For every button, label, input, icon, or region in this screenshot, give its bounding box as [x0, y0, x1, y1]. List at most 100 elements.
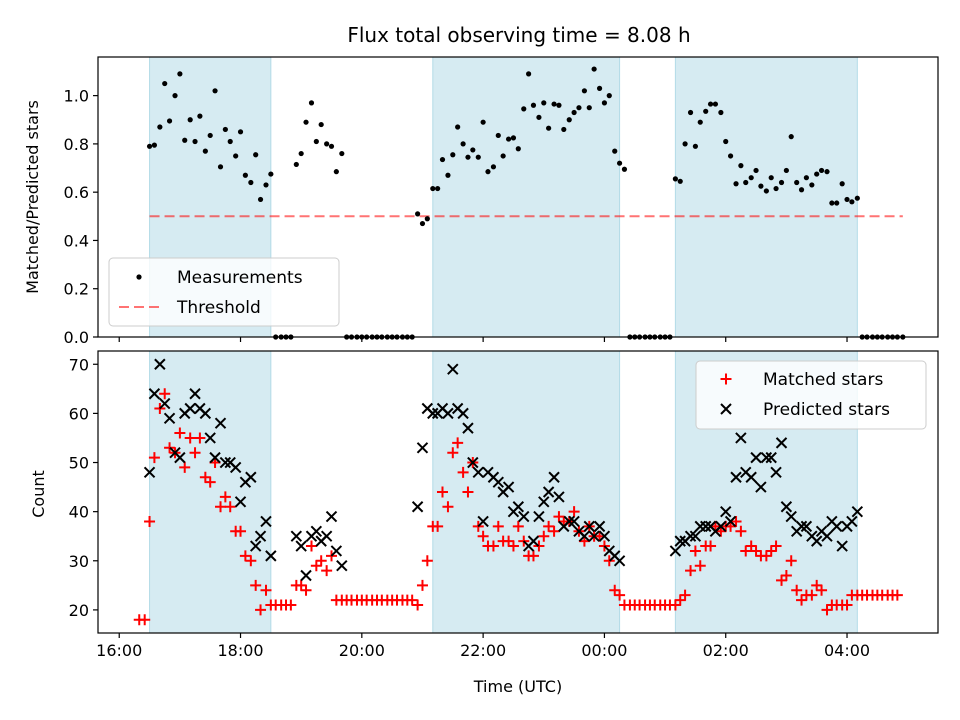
matched-star-point: [285, 599, 297, 611]
predicted-star-point: [214, 417, 227, 429]
measurement-point: [677, 178, 683, 184]
predicted-star-point: [260, 515, 272, 528]
measurement-point: [586, 105, 592, 111]
predicted-star-point: [831, 520, 843, 533]
x-tick-label: 02:00: [703, 641, 749, 660]
measurement-point: [743, 179, 749, 186]
measurement-point: [561, 126, 567, 133]
matched-star-point: [457, 466, 469, 478]
predicted-star-point: [219, 456, 232, 469]
matched-star-point: [310, 560, 322, 572]
measurement-point: [253, 152, 259, 158]
matched-star-point: [705, 540, 717, 552]
measurement-point: [435, 185, 441, 192]
y-tick-label: 20: [69, 601, 89, 620]
measurement-point: [526, 71, 532, 77]
matched-star-point: [219, 491, 231, 503]
predicted-star-point: [199, 407, 212, 420]
matched-star-point: [512, 520, 524, 532]
matched-star-point: [139, 614, 151, 626]
measurement-point: [849, 199, 855, 205]
predicted-star-point: [578, 530, 591, 542]
measurement-point: [616, 160, 623, 166]
legend-measurements-marker: [136, 274, 142, 280]
matched-star-point: [740, 545, 752, 557]
measurement-point: [824, 169, 830, 175]
matched-star-point: [603, 555, 615, 567]
measurement-point: [839, 181, 845, 187]
matched-star-point: [245, 555, 257, 567]
y-tick-label: 1.0: [64, 87, 89, 106]
predicted-star-point: [715, 520, 727, 533]
shaded-span: [674, 56, 858, 338]
measurement-point: [521, 106, 527, 112]
predicted-star-point: [674, 535, 686, 547]
measurement-point: [727, 153, 734, 159]
x-tick-label: 20:00: [339, 641, 385, 660]
x-tick-label: 16:00: [96, 641, 142, 660]
measurement-point: [293, 161, 299, 168]
legend-measurements-label: Measurements: [177, 268, 303, 288]
measurement-point: [182, 137, 188, 143]
predicted-star-point: [745, 471, 757, 483]
measurement-point: [818, 167, 825, 174]
measurement-point: [505, 136, 512, 142]
measurement-point: [227, 138, 233, 145]
legend-matched-marker: [720, 373, 732, 385]
matched-star-point: [184, 432, 196, 444]
measurement-point: [415, 211, 421, 217]
matched-star-point: [507, 540, 519, 552]
predicted-star-point: [189, 388, 201, 400]
measurement-point: [192, 138, 198, 145]
matched-star-point: [174, 427, 186, 439]
measurement-point: [803, 175, 809, 181]
measurement-point: [809, 182, 815, 188]
measurement-point: [733, 181, 739, 187]
measurement-point: [202, 148, 208, 154]
predicted-star-point: [336, 559, 348, 572]
predicted-star-point: [295, 540, 307, 552]
measurement-point: [212, 88, 218, 94]
predicted-star-point: [750, 451, 762, 464]
predicted-star-point: [689, 530, 702, 542]
measurement-point: [222, 126, 228, 133]
matched-star-point: [609, 584, 621, 596]
matched-star-point: [250, 579, 262, 591]
measurement-point: [339, 150, 345, 157]
predicted-star-point: [209, 451, 221, 464]
predicted-star-point: [265, 550, 277, 562]
measurement-point: [718, 109, 724, 116]
predicted-star-point: [512, 501, 525, 513]
predicted-star-point: [760, 451, 773, 464]
predicted-star-point: [462, 422, 474, 434]
figure-title: Flux total observing time = 8.08 h: [347, 23, 690, 47]
predicted-star-point: [320, 530, 333, 542]
predicted-star-point: [669, 545, 682, 557]
matched-star-point: [745, 540, 757, 552]
matched-star-point: [300, 584, 312, 596]
matched-star-point: [770, 540, 782, 552]
predicted-star-point: [143, 466, 156, 479]
measurement-point: [439, 156, 446, 163]
measurement-point: [430, 185, 436, 192]
matched-star-point: [406, 594, 418, 606]
measurement-point: [798, 187, 805, 193]
measurement-point: [844, 196, 850, 203]
x-tick-label: 00:00: [581, 641, 627, 660]
measurement-point: [723, 138, 729, 145]
matched-star-point: [841, 599, 853, 611]
matched-star-point: [685, 565, 697, 577]
predicted-star-point: [836, 540, 848, 552]
measurement-point: [162, 80, 168, 87]
matched-star-point: [780, 570, 792, 582]
measurement-point: [834, 200, 840, 206]
measurement-point: [536, 114, 542, 120]
predicted-star-point: [538, 496, 550, 508]
predicted-star-point: [533, 510, 545, 523]
predicted-star-point: [174, 451, 186, 464]
measurement-point: [455, 124, 461, 130]
measurement-point: [814, 171, 820, 177]
bottom-panel: 20 30 40 50 60 70 16:00 18:00 20:00 22:00 00:00 02:…: [69, 350, 939, 660]
matched-star-point: [796, 594, 808, 606]
measurement-point: [495, 132, 501, 139]
